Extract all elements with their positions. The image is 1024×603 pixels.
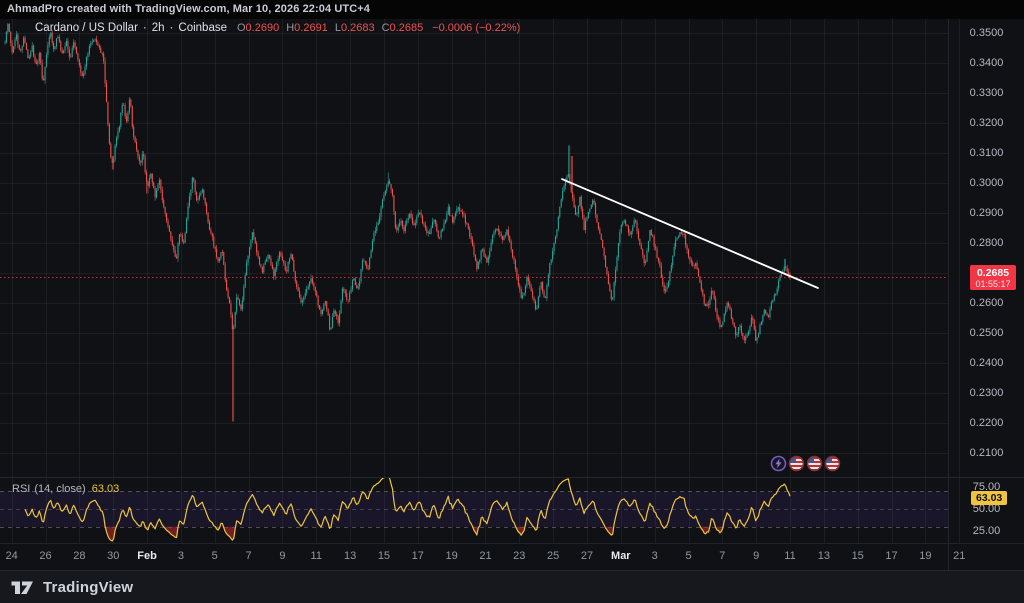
price-axis-label: 0.3500: [969, 27, 1004, 39]
time-axis-label: 13: [817, 550, 830, 562]
rsi-legend: RSI (14, close) 63.03: [12, 483, 119, 495]
crypto-event-icon[interactable]: [770, 455, 787, 472]
time-axis-label: 19: [919, 550, 932, 562]
symbol-title[interactable]: Cardano / US Dollar: [35, 22, 138, 34]
footer-bar: TradingView: [0, 570, 1024, 603]
time-axis-label: 27: [580, 550, 594, 562]
time-axis-label: 15: [851, 550, 864, 562]
ohlc-c: C0.2685: [382, 22, 424, 34]
ohlc-letter: O: [236, 22, 246, 34]
symbol-legend: Cardano / US Dollar · 2h · Coinbase O0.2…: [35, 21, 520, 35]
price-axis-label: 0.2500: [969, 327, 1004, 339]
time-axis-label: 13: [343, 550, 357, 562]
time-axis-label: 11: [310, 550, 322, 562]
last-price-badge: 0.2685 01:55:17: [970, 265, 1016, 290]
ohlc-values: O0.2690 H0.2691 L0.2683 C0.2685: [237, 22, 430, 34]
price-axis-label: 0.2200: [969, 417, 1004, 429]
ohlc-letter: L: [334, 22, 341, 34]
bar-countdown: 01:55:17: [975, 278, 1011, 289]
time-axis-month-label: Feb: [137, 550, 157, 562]
time-axis-label: 28: [73, 550, 86, 562]
time-axis-label: 21: [479, 550, 492, 562]
economic-event-flag-icon[interactable]: [788, 455, 805, 472]
price-axis-label: 0.3400: [969, 57, 1004, 69]
time-scale[interactable]: 24 26 28 30 Feb 3 5 7 9 11 13 15 17 19 21 23 25 27 Mar 3 5 7 9…: [0, 543, 1024, 570]
time-axis-label: 24: [5, 550, 18, 562]
rsi-axis-label: 50.00: [972, 503, 1001, 515]
time-axis-label: 5: [211, 550, 218, 562]
time-axis-label: 30: [107, 550, 120, 562]
rsi-params: (14, close): [34, 483, 86, 495]
ohlc-value: 0.2691: [294, 22, 328, 34]
time-axis-month-label: Mar: [611, 550, 631, 562]
economic-event-flag-icon[interactable]: [824, 455, 841, 472]
interval-label[interactable]: 2h: [151, 22, 165, 34]
ohlc-value: 0.2683: [340, 22, 375, 34]
price-axis-label: 0.3200: [969, 117, 1004, 129]
tradingview-logo-icon[interactable]: [11, 579, 34, 595]
rsi-title[interactable]: RSI: [12, 483, 31, 495]
price-axis-label: 0.3100: [969, 147, 1004, 159]
rsi-value: 63.03: [91, 483, 120, 495]
ohlc-value: 0.2685: [389, 22, 424, 34]
tradingview-brand-text[interactable]: TradingView: [43, 578, 134, 596]
ohlc-l: L0.2683: [335, 22, 375, 34]
time-axis-label: 25: [547, 550, 560, 562]
last-price-value: 0.2685: [976, 266, 1010, 279]
ohlc-letter: H: [286, 22, 295, 34]
time-axis-label: 19: [445, 550, 458, 562]
ohlc-h: H0.2691: [286, 22, 328, 34]
price-axis-label: 0.3300: [969, 87, 1004, 99]
ohlc-o: O0.2690: [237, 22, 279, 34]
watermark-bar: AhmadPro created with TradingView.com, M…: [0, 0, 1024, 19]
time-axis-label: 15: [377, 550, 391, 562]
exchange-label: Coinbase: [178, 22, 227, 34]
price-axis-label: 0.2100: [969, 447, 1004, 459]
time-axis-label: 7: [719, 550, 726, 562]
watermark-text: AhmadPro created with TradingView.com, M…: [7, 3, 371, 15]
ohlc-value: 0.2690: [245, 22, 280, 34]
time-axis-label: 3: [651, 550, 658, 562]
pane-separator[interactable]: [0, 477, 1024, 478]
ohlc-letter: C: [381, 22, 390, 34]
price-axis-label: 0.2400: [969, 357, 1004, 369]
time-axis-label: 11: [784, 550, 796, 562]
legend-separator: ·: [142, 22, 147, 34]
rsi-axis-label: 25.00: [972, 525, 1001, 537]
price-axis-label: 0.2900: [969, 207, 1004, 219]
time-axis-label: 3: [177, 550, 184, 562]
rsi-axis-label: 75.00: [972, 481, 1001, 493]
price-axis-label: 0.2800: [969, 237, 1004, 249]
time-axis-label: 23: [513, 550, 526, 562]
time-axis-label: 9: [753, 550, 760, 562]
economic-event-flag-icon[interactable]: [806, 455, 823, 472]
price-axis-label: 0.2600: [969, 297, 1004, 309]
legend-separator: ·: [169, 22, 174, 34]
rsi-value-badge: 63.03: [971, 490, 1008, 505]
time-axis-label: 7: [245, 550, 252, 562]
time-axis-label: 21: [953, 550, 966, 562]
price-axis-label: 0.2300: [969, 387, 1004, 399]
price-scale[interactable]: 0.2685 01:55:17 63.03 0.3500 0.3400 0.3300…: [948, 19, 1024, 570]
time-axis-label: 9: [279, 550, 286, 562]
time-axis-label: 26: [39, 550, 52, 562]
time-axis-label: 17: [885, 550, 898, 562]
time-axis-label: 17: [411, 550, 424, 562]
price-axis-label: 0.3000: [969, 177, 1004, 189]
time-axis-label: 5: [685, 550, 692, 562]
price-change-label: −0.0006 (−0.22%): [432, 22, 521, 34]
